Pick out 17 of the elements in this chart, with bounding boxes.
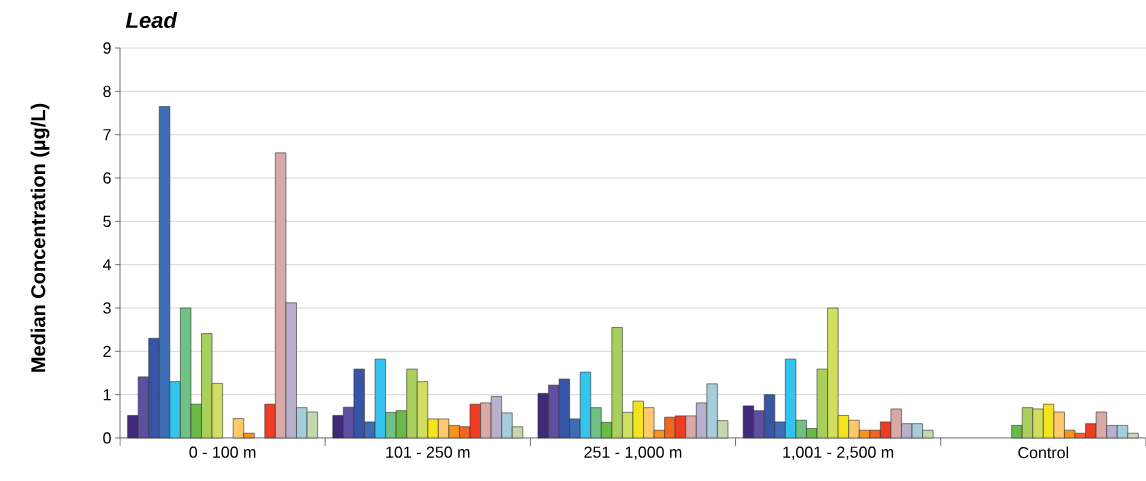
- y-tick-label: 4: [102, 259, 111, 271]
- y-tick-label: 7: [103, 129, 111, 141]
- y-tick-label: 6: [103, 172, 111, 184]
- x-tick-label: 101 - 250 m: [386, 446, 470, 458]
- x-tick-label: 0 - 100 m: [189, 446, 256, 458]
- y-tick-label: 3: [103, 302, 111, 314]
- y-tick-label: 0: [103, 432, 111, 444]
- y-axis-title: Median Concentration (µg/L): [30, 103, 50, 372]
- y-tick-label: 9: [103, 42, 111, 54]
- y-tick-label: 2: [103, 345, 111, 357]
- x-tick-label: 1,001 - 2,500 m: [783, 446, 894, 460]
- y-tick-label: 1: [103, 389, 111, 401]
- chart-title: Lead: [125, 11, 178, 29]
- y-tick-label: 8: [103, 85, 111, 97]
- x-tick-label: Control: [1018, 446, 1069, 459]
- y-tick-label: 5: [103, 215, 111, 227]
- x-tick-label: 251 - 1,000 m: [584, 446, 682, 460]
